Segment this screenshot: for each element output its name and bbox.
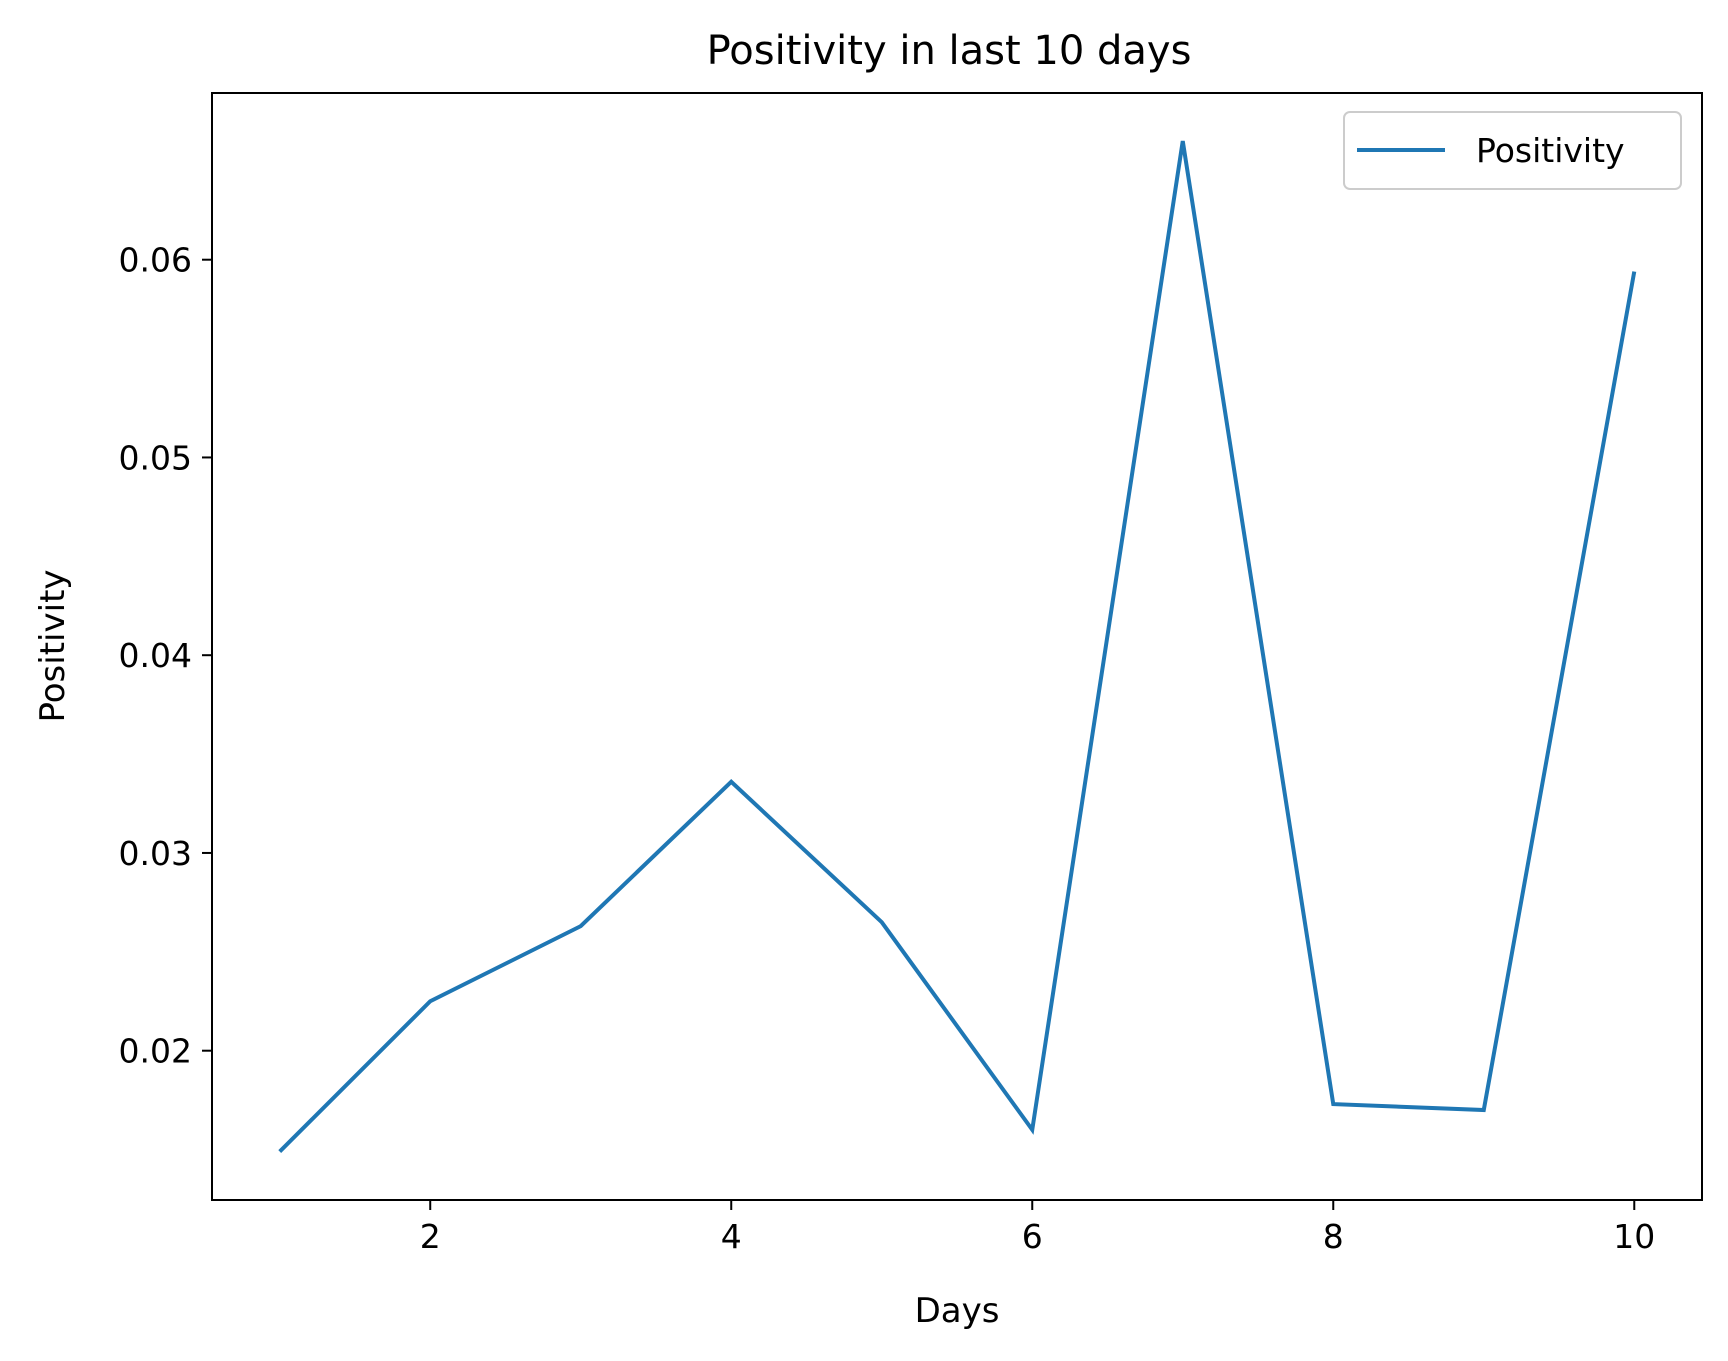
x-tick-label: 8 [1323, 1217, 1344, 1256]
series-line-positivity [278, 140, 1637, 1153]
y-tick-label: 0.03 [119, 834, 192, 873]
y-tick-label: 0.04 [119, 636, 192, 675]
legend-box [1343, 111, 1682, 190]
y-tick-label: 0.05 [119, 438, 192, 477]
x-axis-ticks: 2 4 6 8 10 [420, 1200, 1655, 1256]
x-tick-label: 4 [721, 1217, 742, 1256]
plot-frame [211, 92, 1703, 1201]
chart-title: Positivity in last 10 days [707, 28, 1192, 74]
plot-area: 2 4 6 8 10 0.02 0.03 0.04 0.05 0.06 [119, 92, 1703, 1256]
legend: Positivity [1343, 111, 1682, 190]
x-tick-label: 10 [1613, 1217, 1655, 1256]
y-axis-ticks: 0.02 0.03 0.04 0.05 0.06 [119, 241, 212, 1071]
x-tick-label: 6 [1022, 1217, 1043, 1256]
y-axis-label: Positivity [33, 569, 73, 722]
x-tick-label: 2 [420, 1217, 441, 1256]
legend-label-positivity: Positivity [1476, 131, 1625, 170]
x-axis-label: Days [915, 1291, 1000, 1331]
y-tick-label: 0.02 [119, 1032, 192, 1071]
y-tick-label: 0.06 [119, 241, 192, 280]
series-layer [278, 140, 1637, 1153]
